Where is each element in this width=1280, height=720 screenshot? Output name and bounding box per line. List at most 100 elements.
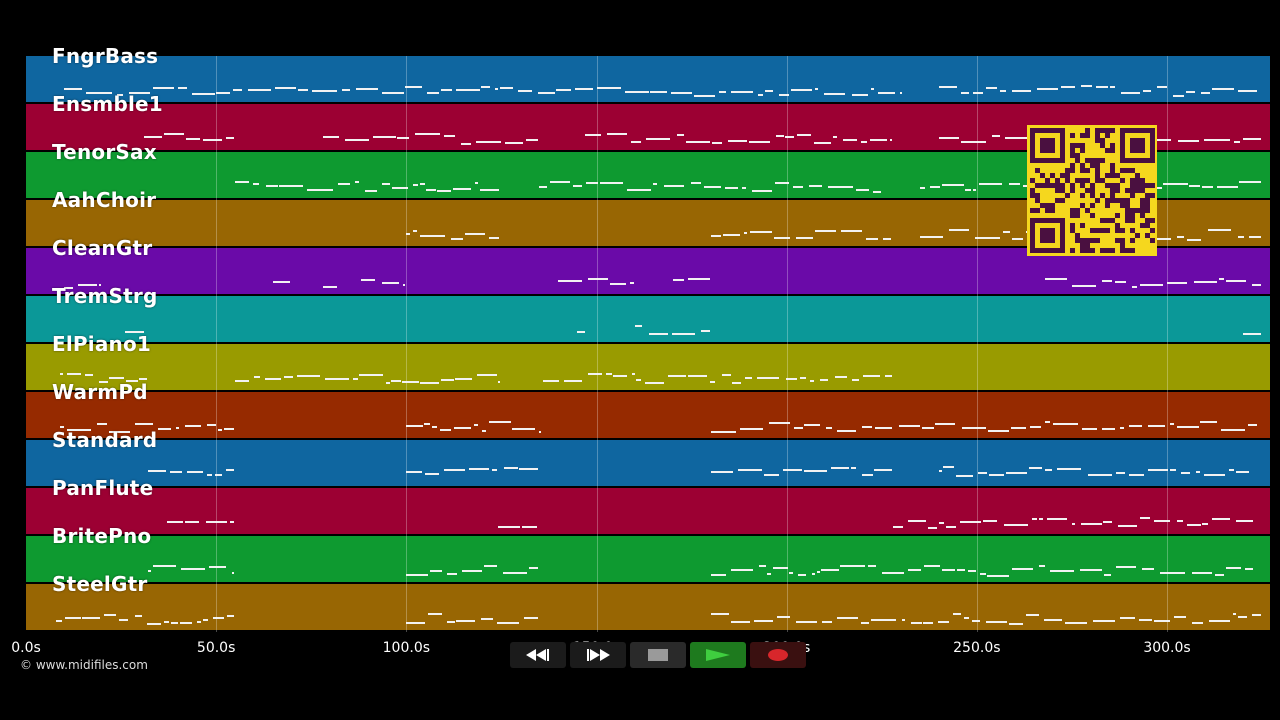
note xyxy=(964,617,970,619)
note xyxy=(248,89,272,91)
note xyxy=(727,140,747,142)
note xyxy=(943,466,955,468)
note xyxy=(1116,566,1136,568)
note xyxy=(860,622,869,624)
note xyxy=(775,135,784,137)
note xyxy=(961,92,970,94)
note xyxy=(900,92,903,94)
note xyxy=(1236,520,1254,522)
note xyxy=(214,474,223,476)
note xyxy=(184,425,201,427)
note xyxy=(1038,565,1045,567)
note xyxy=(910,622,922,624)
track-lane xyxy=(26,536,1270,584)
note xyxy=(519,468,539,470)
note xyxy=(653,183,658,185)
note xyxy=(938,86,958,88)
track-label: CleanGtr xyxy=(52,236,153,260)
note xyxy=(1145,238,1172,240)
note xyxy=(143,136,163,138)
fast-forward-button[interactable] xyxy=(570,642,626,668)
note xyxy=(1192,622,1204,624)
note xyxy=(585,134,601,136)
note xyxy=(452,188,472,190)
note xyxy=(710,574,726,576)
note xyxy=(833,136,838,138)
track-label: ElPiano1 xyxy=(52,332,152,356)
note xyxy=(481,430,487,432)
note xyxy=(924,565,940,567)
time-tick-label: 0.0s xyxy=(11,640,41,656)
note xyxy=(631,141,641,143)
note xyxy=(1115,472,1125,474)
note xyxy=(412,230,418,232)
play-icon xyxy=(706,649,730,661)
note xyxy=(1252,614,1262,616)
note xyxy=(264,378,282,380)
note xyxy=(116,94,124,96)
note xyxy=(283,376,293,378)
note xyxy=(663,185,685,187)
note xyxy=(757,377,780,379)
note xyxy=(226,615,235,617)
note xyxy=(901,619,905,621)
note xyxy=(64,88,82,90)
track-label: FngrBass xyxy=(52,44,159,68)
note xyxy=(731,382,742,384)
note xyxy=(826,427,833,429)
note xyxy=(644,382,665,384)
time-tick-label: 250.0s xyxy=(953,640,1001,656)
note xyxy=(1052,423,1078,425)
note xyxy=(939,522,945,524)
note xyxy=(1064,622,1087,624)
note xyxy=(426,189,436,191)
note xyxy=(60,373,64,375)
note xyxy=(792,186,803,188)
play-button[interactable] xyxy=(690,642,746,668)
note xyxy=(795,237,814,239)
note xyxy=(1251,284,1262,286)
note xyxy=(208,566,226,568)
stop-button[interactable] xyxy=(630,642,686,668)
note xyxy=(406,233,410,235)
note xyxy=(626,189,652,191)
note xyxy=(406,622,425,624)
note xyxy=(1170,469,1176,471)
note xyxy=(745,377,753,379)
note xyxy=(307,189,333,191)
note xyxy=(461,570,482,572)
note xyxy=(354,181,359,183)
note xyxy=(202,619,209,621)
note xyxy=(86,92,112,94)
note xyxy=(636,379,642,381)
transport-controls xyxy=(510,642,806,670)
note xyxy=(98,381,108,383)
note xyxy=(836,430,856,432)
note xyxy=(1153,520,1171,522)
note xyxy=(1212,518,1231,520)
note xyxy=(147,570,151,572)
note xyxy=(710,235,721,237)
note xyxy=(119,619,129,621)
note xyxy=(991,135,1000,137)
note xyxy=(1156,86,1167,88)
note xyxy=(164,133,185,135)
note xyxy=(1193,281,1217,283)
note xyxy=(731,621,750,623)
note xyxy=(840,565,865,567)
note xyxy=(927,527,938,529)
note xyxy=(64,287,74,289)
note xyxy=(503,467,518,469)
note xyxy=(1032,518,1038,520)
rewind-button[interactable] xyxy=(510,642,566,668)
note xyxy=(66,373,82,375)
note xyxy=(778,94,789,96)
piano-roll[interactable] xyxy=(26,56,1270,632)
note xyxy=(563,380,582,382)
note xyxy=(440,89,453,91)
note xyxy=(226,137,235,139)
note xyxy=(135,423,153,425)
note xyxy=(1201,92,1210,94)
note xyxy=(481,618,494,620)
record-button[interactable] xyxy=(750,642,806,668)
